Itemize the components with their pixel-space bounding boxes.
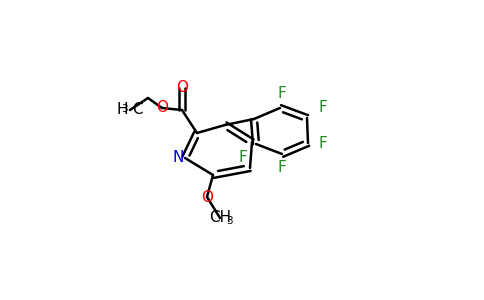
Text: F: F (318, 100, 327, 115)
Text: F: F (278, 85, 287, 100)
Text: F: F (278, 160, 287, 175)
Text: F: F (318, 136, 327, 151)
Text: C: C (132, 103, 143, 118)
Text: 3: 3 (121, 104, 128, 114)
Text: 3: 3 (226, 216, 232, 226)
Text: H: H (117, 103, 128, 118)
Text: CH: CH (209, 211, 231, 226)
Text: N: N (173, 151, 184, 166)
Text: O: O (201, 190, 213, 205)
Text: F: F (239, 149, 247, 164)
Text: O: O (176, 80, 188, 95)
Text: O: O (156, 100, 168, 116)
